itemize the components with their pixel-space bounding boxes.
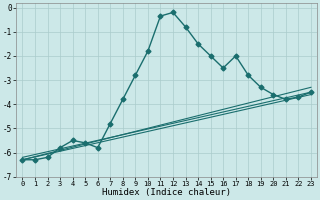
X-axis label: Humidex (Indice chaleur): Humidex (Indice chaleur) (102, 188, 231, 197)
